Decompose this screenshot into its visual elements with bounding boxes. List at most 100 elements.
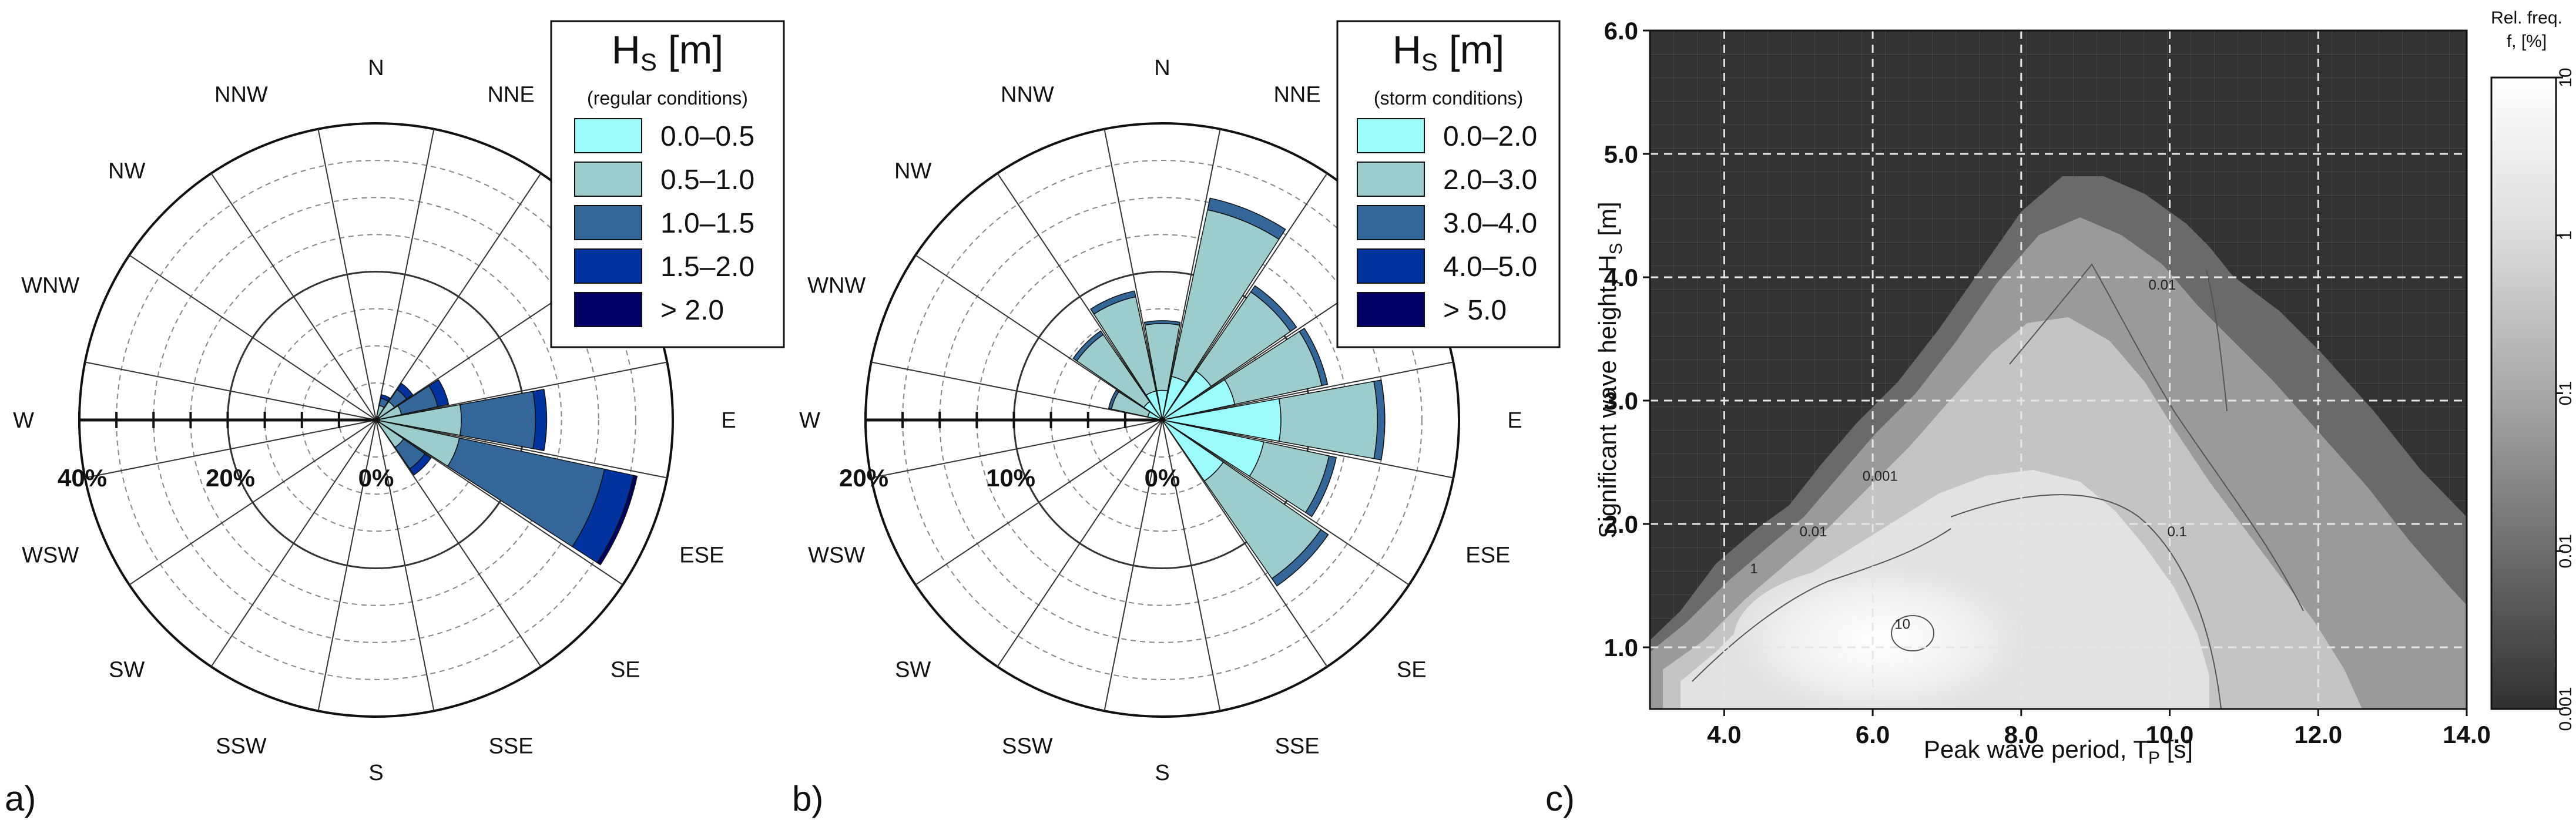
direction-label-nw: NW [894, 159, 931, 184]
rose-sector-line [317, 129, 377, 421]
rose-sector-line [129, 419, 377, 586]
colorbar-ticks: 10 1 0.1 0.01 0.001 [2556, 68, 2575, 731]
rose-sector-line [1103, 419, 1163, 711]
rose-bar-n-bin3 [1143, 320, 1181, 326]
direction-label-e: E [1507, 408, 1522, 433]
rose-sector-line [1162, 419, 1454, 479]
rose-sector-line [1162, 419, 1328, 667]
direction-label-wnw: WNW [21, 273, 79, 298]
heatmap-x-ticks: 4.0 6.0 8.0 10.0 12.0 14.0 [1707, 709, 2491, 748]
direction-label-sw: SW [895, 657, 931, 682]
legend-swatch-2 [574, 162, 642, 197]
rose-a-radial-label-mid: 20% [206, 464, 255, 492]
colorbar-tick-label: 0.1 [2556, 381, 2575, 406]
rose-sector-line [375, 173, 542, 421]
direction-label-n: N [1154, 56, 1170, 80]
legend-a-title: HS [m] [612, 28, 723, 76]
panel-label-b: b) [792, 779, 823, 818]
legend-a-items: 0.0–0.5 0.5–1.0 1.0–1.5 1.5–2.0 > 2.0 [574, 118, 754, 327]
legend-a-subtitle: (regular conditions) [587, 88, 748, 109]
contour-label: 1 [1750, 561, 1757, 577]
rose-sector-line [915, 254, 1163, 421]
direction-label-wsw: WSW [808, 543, 865, 568]
rose-sector-line [375, 129, 435, 421]
rose-sector-line [85, 361, 377, 421]
rose-a-bars [375, 379, 638, 566]
legend-item-5: > 5.0 [1443, 295, 1507, 326]
rose-bar-ene-bin4 [428, 379, 450, 408]
y-tick-label: 3.0 [1604, 387, 1638, 415]
rose-grid-ring [902, 160, 1423, 680]
rose-sector-line [997, 173, 1163, 421]
direction-label-ese: ESE [1465, 543, 1510, 568]
rose-bar-e-bin3 [1373, 379, 1386, 461]
direction-label-s: S [1155, 761, 1169, 785]
direction-label-wsw: WSW [22, 543, 79, 568]
rose-grid-ring [190, 234, 562, 606]
contour-label: 0.001 [1863, 469, 1898, 485]
contour-label: 0.01 [1800, 524, 1827, 540]
legend-item-2: 2.0–3.0 [1443, 164, 1537, 196]
contour-label: 0.01 [2149, 277, 2176, 293]
rose-sector-line [85, 419, 377, 479]
x-axis-label: Peak wave period, TP [s] [1924, 735, 2193, 768]
contour-line [1692, 528, 1951, 682]
legend-swatch-5 [1357, 292, 1425, 327]
direction-label-nnw: NNW [214, 83, 268, 107]
panel-label-a: a) [5, 779, 36, 818]
contour-line [2206, 270, 2228, 412]
rose-grid-ring [116, 160, 636, 680]
legend-b-items: 0.0–2.0 2.0–3.0 3.0–4.0 4.0–5.0 > 5.0 [1357, 118, 1537, 327]
direction-label-s: S [368, 761, 383, 785]
rose-bar-nw-bin3 [1072, 330, 1104, 362]
rose-bar-se-bin4 [409, 453, 432, 476]
direction-label-e: E [721, 408, 736, 433]
rose-bar-ese-bin3 [1304, 455, 1337, 517]
heatmap-y-ticks: 1.0 2.0 3.0 4.0 5.0 6.0 [1604, 17, 1650, 661]
legend-regular: HS [m] (regular conditions) 0.0–0.5 0.5–1… [550, 20, 785, 348]
legend-item-3: 3.0–4.0 [1443, 208, 1537, 239]
rose-b-direction-labels: NNNENEENEEESESESSESSSWSWWSWWWNWNWNNW [799, 56, 1522, 785]
rose-bar-ne-bin4 [396, 382, 414, 400]
rose-bar-ese-bin5 [596, 475, 638, 566]
x-tick-label: 12.0 [2294, 721, 2342, 748]
colorbar-tick-label: 0.01 [2556, 534, 2575, 568]
rose-bar-wnw-bin3 [1108, 389, 1119, 410]
legend-item-1: 0.0–0.5 [660, 121, 754, 152]
rose-b-radial-label-mid: 10% [986, 464, 1035, 492]
rose-sector-line [375, 361, 668, 421]
density-core [1733, 564, 2027, 709]
direction-label-sse: SSE [489, 734, 534, 758]
rose-bar-nne-bin3 [1207, 197, 1286, 240]
y-tick-label: 2.0 [1604, 510, 1638, 538]
rose-sector-line [1162, 173, 1328, 421]
legend-swatch-3 [1357, 205, 1425, 240]
x-tick-label: 8.0 [2004, 721, 2038, 748]
direction-label-n: N [368, 56, 384, 80]
direction-label-nne: NNE [1273, 83, 1320, 107]
panel-label-c: c) [1545, 779, 1575, 818]
legend-item-1: 0.0–2.0 [1443, 121, 1537, 152]
heatmap-frame [1649, 29, 2468, 710]
rose-sector-line [871, 361, 1163, 421]
rose-sector-line [1162, 419, 1221, 711]
rose-bar-nne-bin4 [380, 394, 391, 402]
legend-item-3: 1.0–1.5 [660, 208, 754, 239]
colorbar-tick-label: 1 [2556, 230, 2575, 240]
direction-label-nne: NNE [487, 83, 534, 107]
x-tick-label: 6.0 [1856, 721, 1890, 748]
rose-sector-line [871, 419, 1163, 479]
contour-label: 0.1 [2167, 524, 2186, 540]
rose-sector-line [915, 419, 1163, 586]
y-axis-label: Significant wave height, HS [m] [1594, 201, 1626, 538]
direction-label-w: W [13, 408, 34, 433]
rose-sector-line [1162, 361, 1454, 421]
direction-label-nnw: NNW [1001, 83, 1054, 107]
rose-sector-line [317, 419, 377, 711]
rose-a-radial-label-outer: 40% [58, 464, 107, 492]
contour-label: 10 [1894, 617, 1910, 633]
legend-item-4: 4.0–5.0 [1443, 251, 1537, 283]
rose-sector-line [210, 419, 377, 667]
rose-b-bars [1072, 197, 1386, 587]
rose-bar-se-bin3 [1271, 529, 1329, 587]
